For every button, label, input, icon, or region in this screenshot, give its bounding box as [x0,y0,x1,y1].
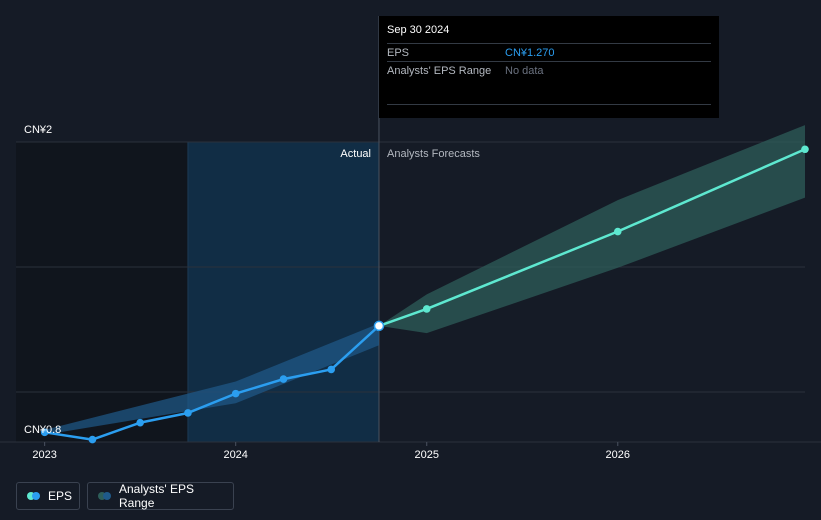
y-tick-label: CN¥0.8 [24,424,62,436]
tooltip-row-range: Analysts' EPS Range No data [387,61,711,79]
legend-range-label: Analysts' EPS Range [119,482,194,510]
actual-point-0 [40,428,49,437]
actual-region-label: Actual [340,148,371,160]
actual-point-7 [373,320,385,332]
forecast-point-2 [613,227,622,236]
actual-eps-line [44,324,380,441]
forecast-eps-line [378,148,806,328]
x-tick-label: 2024 [223,449,248,461]
forecast-eps-range-band [378,125,805,334]
actual-point-6 [327,365,336,374]
tooltip-eps-label: EPS [387,46,410,59]
forecast-point-1 [422,305,431,313]
tooltip-eps-value: CN¥1.270 [505,46,555,59]
actual-point-4 [231,389,240,398]
actual-point-3 [184,409,192,417]
forecast-region-label: Analysts Forecasts [387,148,480,160]
x-tick-label: 2023 [32,449,57,461]
tooltip-row-eps: EPS CN¥1.270 [387,43,711,61]
forecast-point-3 [801,145,809,154]
legend-eps-range[interactable]: Analysts' EPS Range [87,482,234,510]
x-tick-label: 2025 [414,449,439,461]
y-tick-label: CN¥2 [24,124,53,136]
actual-point-2 [136,418,144,427]
legend-eps[interactable]: EPS [16,482,80,510]
range-legend-icon [98,492,111,500]
actual-eps-band [44,323,379,435]
tooltip-range-value: No data [505,64,544,77]
x-tick-label: 2026 [605,449,631,461]
tooltip-divider [387,79,711,105]
tooltip-date: Sep 30 2024 [387,24,450,36]
hover-tooltip: Sep 30 2024 EPS CN¥1.270 Analysts' EPS R… [379,16,719,118]
eps-legend-icon [27,492,40,500]
actual-point-5 [279,375,288,383]
tooltip-range-label: Analysts' EPS Range [387,64,492,77]
actual-point-1 [88,435,97,444]
legend-eps-label: EPS [48,489,73,503]
